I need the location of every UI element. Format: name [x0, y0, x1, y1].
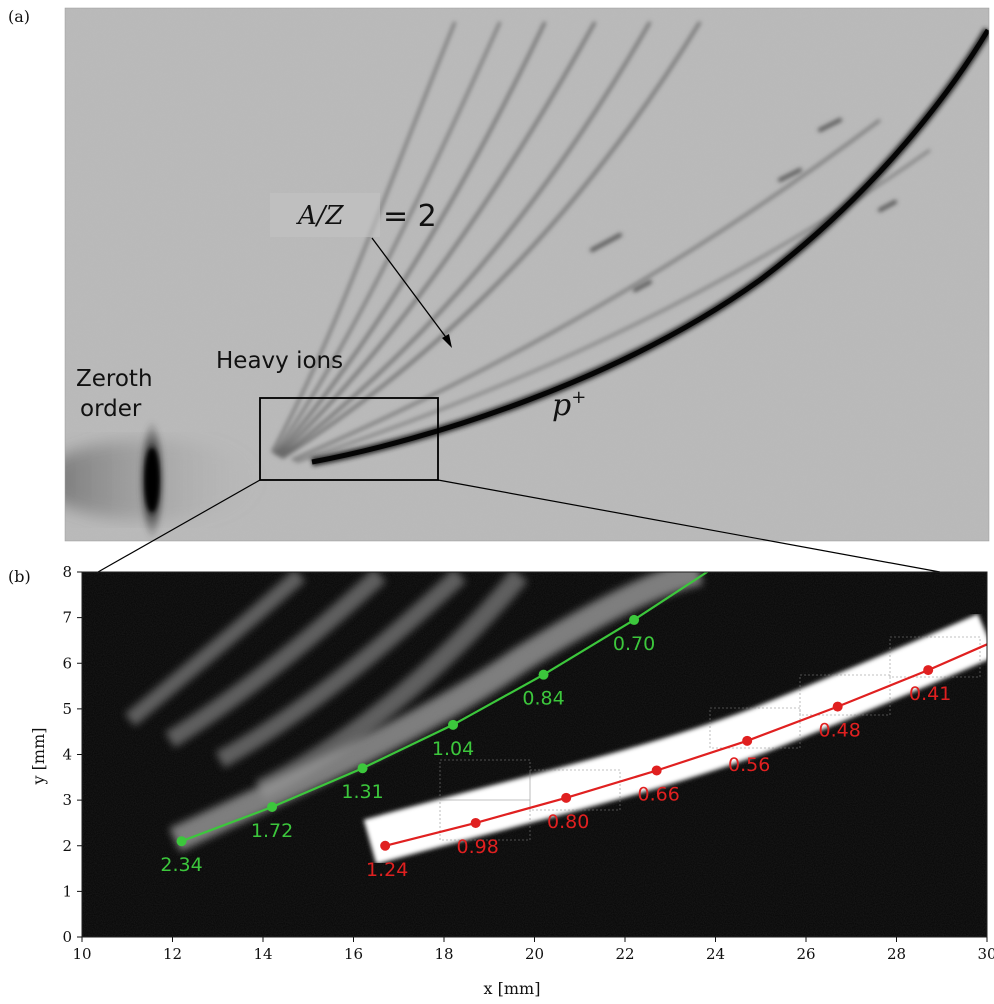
proton-label: p+ — [552, 387, 586, 423]
zeroth-order-label-line2: order — [80, 396, 142, 422]
y-tick-label: 4 — [62, 746, 72, 764]
zoom-connectors — [97, 479, 941, 573]
series-0-point-label: 0.70 — [613, 633, 655, 655]
x-tick-label: 22 — [615, 945, 634, 963]
y-tick-label: 5 — [62, 700, 72, 718]
x-axis-label: x [mm] — [484, 979, 541, 998]
x-tick-label: 16 — [344, 945, 363, 963]
y-tick-label: 3 — [62, 791, 72, 809]
panel-b-image — [82, 572, 987, 937]
series-1-point — [832, 701, 843, 712]
series-1-point-label: 0.56 — [728, 754, 770, 776]
y-tick-label: 1 — [62, 882, 72, 900]
series-0-point — [629, 614, 640, 625]
x-ticks: 10 12 14 16 18 20 22 24 26 28 30 — [72, 937, 994, 963]
y-ticks: 0 1 2 3 4 5 6 7 8 — [62, 563, 82, 946]
zeroth-order-label-line1: Zeroth — [76, 366, 153, 392]
x-tick-label: 30 — [977, 945, 994, 963]
y-tick-label: 0 — [62, 928, 72, 946]
series-1-point — [923, 665, 934, 676]
series-0-point-label: 1.31 — [341, 781, 383, 803]
series-0-point-label: 1.72 — [251, 820, 293, 842]
series-0-point — [357, 763, 368, 774]
panel-b-label: (b) — [8, 567, 31, 586]
panel-a-label: (a) — [8, 7, 30, 26]
panel-a-image — [65, 8, 989, 541]
az-value: = 2 — [383, 199, 437, 234]
point-labels: 2.34 1.72 1.31 1.04 0.84 0.70 1.24 0.98 0.80 0.66… — [160, 633, 951, 881]
y-tick-label: 6 — [62, 654, 72, 672]
chart-layer — [176, 572, 987, 851]
y-axis-label: y [mm] — [29, 728, 48, 786]
series-0-point — [538, 669, 549, 680]
y-tick-label: 8 — [62, 563, 72, 581]
y-tick-label: 2 — [62, 837, 72, 855]
x-tick-label: 26 — [796, 945, 815, 963]
proton-trace — [311, 27, 989, 467]
x-tick-label: 18 — [434, 945, 453, 963]
series-1-point — [380, 840, 391, 851]
series-1-point — [742, 735, 753, 746]
series-0-point — [176, 836, 187, 847]
x-tick-label: 14 — [253, 945, 272, 963]
zoom-box — [259, 397, 439, 481]
az-label: A/Z — [296, 201, 345, 231]
heavy-ions-label: Heavy ions — [216, 348, 343, 374]
x-tick-label: 20 — [525, 945, 544, 963]
panel-b: (b) — [8, 563, 994, 998]
series-1-point-label: 0.80 — [547, 811, 589, 833]
x-tick-label: 24 — [706, 945, 725, 963]
x-tick-label: 10 — [72, 945, 91, 963]
series-1-point — [651, 765, 662, 776]
az-arrow — [371, 237, 452, 348]
y-tick-label: 7 — [62, 609, 72, 627]
x-tick-label: 28 — [887, 945, 906, 963]
series-1-point-label: 0.98 — [457, 836, 499, 858]
series-1-point-label: 0.66 — [638, 783, 680, 805]
series-1-point — [470, 817, 481, 828]
proton-label-sup: + — [571, 387, 586, 408]
series-1-point — [561, 792, 572, 803]
series-1-point-label: 0.41 — [909, 683, 951, 705]
series-0-point — [267, 801, 278, 812]
series-0-point-label: 0.84 — [522, 688, 564, 710]
proton-label-base: p — [552, 388, 571, 423]
series-1-point-label: 0.48 — [819, 720, 861, 742]
heavy-ion-traces — [270, 21, 931, 463]
x-tick-label: 12 — [163, 945, 182, 963]
panel-a: (a) — [8, 7, 990, 542]
series-0-point-label: 2.34 — [160, 854, 202, 876]
series-1-point-label: 1.24 — [366, 859, 408, 881]
series-0-point-label: 1.04 — [432, 738, 474, 760]
series-0-point — [448, 719, 459, 730]
series-1-fit-line — [384, 643, 987, 847]
